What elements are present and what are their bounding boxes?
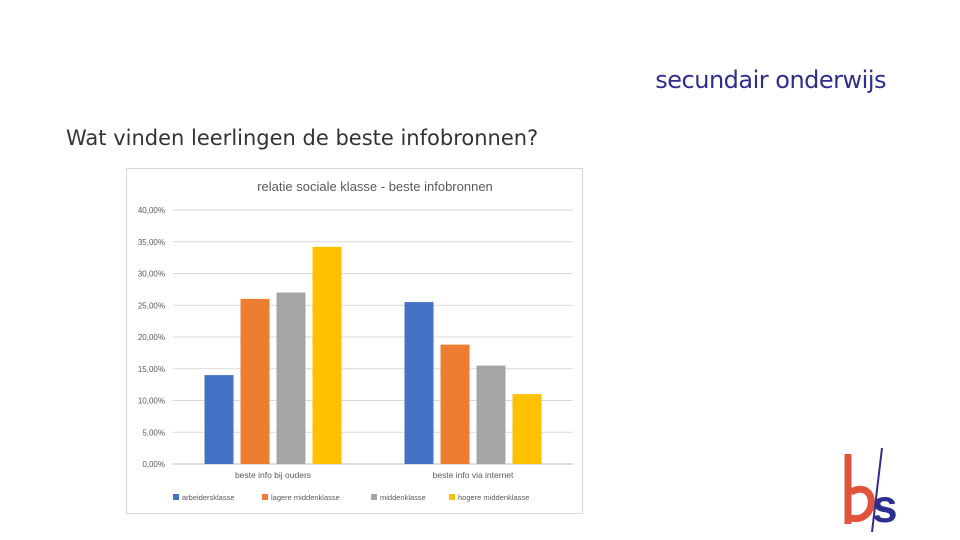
legend-swatch bbox=[449, 494, 455, 500]
y-tick-label: 25,00% bbox=[138, 301, 165, 310]
x-category-label: beste info via internet bbox=[433, 470, 514, 480]
bar-arbeidersklasse bbox=[204, 375, 234, 464]
legend-swatch bbox=[371, 494, 377, 500]
y-tick-label: 10,00% bbox=[138, 397, 165, 406]
bar-lagere-middenklasse bbox=[240, 298, 270, 464]
legend-label: lagere middenklasse bbox=[271, 493, 340, 502]
bar-hogere-middenklasse bbox=[512, 394, 542, 464]
chart-frame: relatie sociale klasse - beste infobronn… bbox=[126, 168, 583, 514]
bar-arbeidersklasse bbox=[404, 302, 434, 464]
y-tick-label: 40,00% bbox=[138, 206, 165, 215]
y-tick-label: 30,00% bbox=[138, 270, 165, 279]
y-tick-label: 5,00% bbox=[142, 428, 165, 437]
legend-swatch bbox=[173, 494, 179, 500]
y-tick-label: 0,00% bbox=[142, 460, 165, 469]
legend-label: hogere middenklasse bbox=[458, 493, 529, 502]
bar-lagere-middenklasse bbox=[440, 344, 470, 464]
y-tick-label: 15,00% bbox=[138, 365, 165, 374]
bar-chart: relatie sociale klasse - beste infobronn… bbox=[138, 179, 573, 502]
legend-label: middenklasse bbox=[380, 493, 426, 502]
slide-heading: secundair onderwijs bbox=[655, 66, 886, 94]
legend-label: arbeidersklasse bbox=[182, 493, 235, 502]
slide-question: Wat vinden leerlingen de beste infobronn… bbox=[66, 126, 539, 150]
bar-middenklasse bbox=[476, 365, 506, 464]
x-category-label: beste info bij ouders bbox=[235, 470, 311, 480]
bar-middenklasse bbox=[276, 292, 306, 464]
y-tick-label: 20,00% bbox=[138, 333, 165, 342]
bs-logo: s bbox=[844, 447, 898, 533]
legend-swatch bbox=[262, 494, 268, 500]
y-tick-label: 35,00% bbox=[138, 238, 165, 247]
chart-title: relatie sociale klasse - beste infobronn… bbox=[257, 179, 493, 194]
bar-hogere-middenklasse bbox=[312, 246, 342, 464]
